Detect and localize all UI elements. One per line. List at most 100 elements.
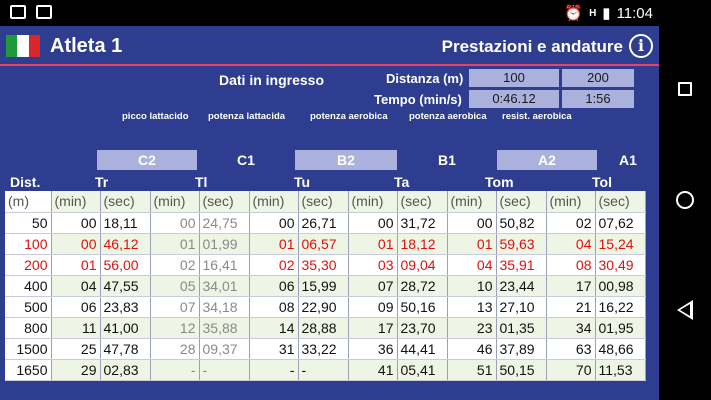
- distance-1-input[interactable]: 100: [469, 69, 559, 87]
- seconds-cell: 23,70: [397, 317, 448, 339]
- minutes-cell: 02: [150, 254, 200, 276]
- minutes-cell: 01: [150, 233, 200, 255]
- minutes-cell: 02: [249, 254, 299, 276]
- zone-a2: A2: [497, 150, 597, 170]
- minutes-cell: 17: [546, 275, 596, 297]
- minutes-cell: 01: [348, 233, 398, 255]
- seconds-cell: 44,41: [397, 338, 448, 360]
- column-header-ta: Ta: [394, 174, 410, 190]
- seconds-cell: -: [199, 359, 250, 381]
- minutes-cell: 06: [249, 275, 299, 297]
- seconds-cell: -: [298, 359, 349, 381]
- seconds-cell: 24,75: [199, 212, 250, 234]
- minutes-cell: 00: [447, 212, 497, 234]
- table-row: 800 11 41,00 12 35,88 14 28,88 17 23,70 23 01,35 34…: [5, 317, 646, 339]
- recents-button[interactable]: [659, 69, 711, 109]
- unit-sec: (sec): [100, 191, 151, 213]
- minutes-cell: 08: [249, 296, 299, 318]
- minutes-cell: 10: [447, 275, 497, 297]
- zone-c2: C2: [97, 150, 197, 170]
- unit-min: (min): [447, 191, 497, 213]
- column-header-tl: Tl: [195, 174, 208, 190]
- time-2-input[interactable]: 1:56: [562, 90, 634, 108]
- minutes-cell: 17: [348, 317, 398, 339]
- seconds-cell: 41,00: [100, 317, 151, 339]
- minutes-cell: 07: [150, 296, 200, 318]
- screen-title: Prestazioni e andature: [441, 37, 623, 56]
- column-header-dist: Dist.: [10, 174, 41, 190]
- units-row: (m) (min) (sec) (min) (sec) (min) (sec) (mi…: [5, 191, 646, 213]
- clock: 11:04: [616, 4, 653, 22]
- minutes-cell: 00: [249, 212, 299, 234]
- distance-cell: 100: [5, 233, 52, 255]
- seconds-cell: 01,35: [496, 317, 547, 339]
- italy-flag-icon[interactable]: [6, 35, 40, 57]
- input-section-label: Dati in ingresso: [219, 72, 325, 88]
- minutes-cell: 02: [546, 212, 596, 234]
- home-icon: [676, 191, 694, 209]
- minutes-cell: -: [150, 359, 200, 381]
- seconds-cell: 23,44: [496, 275, 547, 297]
- battery-icon: ▮: [602, 5, 611, 22]
- minutes-cell: 13: [447, 296, 497, 318]
- time-1-input[interactable]: 0:46.12: [469, 90, 559, 108]
- minutes-cell: 25: [51, 338, 101, 360]
- minutes-cell: 29: [51, 359, 101, 381]
- distance-2-input[interactable]: 200: [562, 69, 634, 87]
- minutes-cell: 23: [447, 317, 497, 339]
- table-row: 1650 29 02,83- - - -41 05,41 51 50,15 70 11,53: [5, 359, 646, 381]
- minutes-cell: 70: [546, 359, 596, 381]
- seconds-cell: 37,89: [496, 338, 547, 360]
- seconds-cell: 16,22: [595, 296, 646, 318]
- back-button[interactable]: [659, 290, 711, 330]
- home-button[interactable]: [659, 180, 711, 220]
- minutes-cell: 00: [51, 233, 101, 255]
- info-icon[interactable]: i: [629, 34, 653, 58]
- pace-table: (m) (min) (sec) (min) (sec) (min) (sec) (mi…: [5, 191, 646, 381]
- minutes-cell: 46: [447, 338, 497, 360]
- seconds-cell: 48,66: [595, 338, 646, 360]
- seconds-cell: 50,16: [397, 296, 448, 318]
- table-row: 1500 25 47,78 28 09,37 31 33,22 36 44,41 46 37,89 6…: [5, 338, 646, 360]
- seconds-cell: 01,99: [199, 233, 250, 255]
- minutes-cell: 01: [51, 254, 101, 276]
- column-header-tol: Tol: [592, 174, 612, 190]
- table-row: 50 00 18,11 00 24,75 00 26,71 00 31,72 00 50,82 02 0…: [5, 212, 646, 234]
- unit-min: (min): [546, 191, 596, 213]
- unit-min: (min): [249, 191, 299, 213]
- minutes-cell: 31: [249, 338, 299, 360]
- minutes-cell: 00: [51, 212, 101, 234]
- unit-min: (min): [51, 191, 101, 213]
- seconds-cell: 59,63: [496, 233, 547, 255]
- seconds-cell: 35,30: [298, 254, 349, 276]
- seconds-cell: 27,10: [496, 296, 547, 318]
- minutes-cell: 03: [348, 254, 398, 276]
- unit-dist: (m): [5, 191, 52, 213]
- minutes-cell: 34: [546, 317, 596, 339]
- unit-min: (min): [348, 191, 398, 213]
- seconds-cell: 50,15: [496, 359, 547, 381]
- app-content: Atleta 1 Prestazioni e andature i Dati i…: [0, 26, 659, 400]
- gmail-notification-icon: [36, 5, 52, 19]
- status-bar: ⏰ H ▮ 11:04: [0, 0, 711, 26]
- seconds-cell: 35,91: [496, 254, 547, 276]
- seconds-cell: 35,88: [199, 317, 250, 339]
- minutes-cell: 28: [150, 338, 200, 360]
- distance-cell: 400: [5, 275, 52, 297]
- table-row: 200 01 56,00 02 16,41 02 35,30 03 09,04 04 35,91 08…: [5, 254, 646, 276]
- table-row: 500 06 23,83 07 34,18 08 22,90 09 50,16 13 27,10 21…: [5, 296, 646, 318]
- table-row: 100 00 46,12 01 01,99 01 06,57 01 18,12 01 59,63 04…: [5, 233, 646, 255]
- column-header-tu: Tu: [294, 174, 311, 190]
- seconds-cell: 34,01: [199, 275, 250, 297]
- unit-sec: (sec): [298, 191, 349, 213]
- seconds-cell: 06,57: [298, 233, 349, 255]
- minutes-cell: 06: [51, 296, 101, 318]
- time-label: Tempo (min/s): [374, 92, 462, 107]
- seconds-cell: 56,00: [100, 254, 151, 276]
- alarm-icon: ⏰: [564, 5, 584, 22]
- distance-cell: 800: [5, 317, 52, 339]
- seconds-cell: 34,18: [199, 296, 250, 318]
- seconds-cell: 11,53: [595, 359, 646, 381]
- zone-a1: A1: [619, 152, 637, 168]
- minutes-cell: 04: [51, 275, 101, 297]
